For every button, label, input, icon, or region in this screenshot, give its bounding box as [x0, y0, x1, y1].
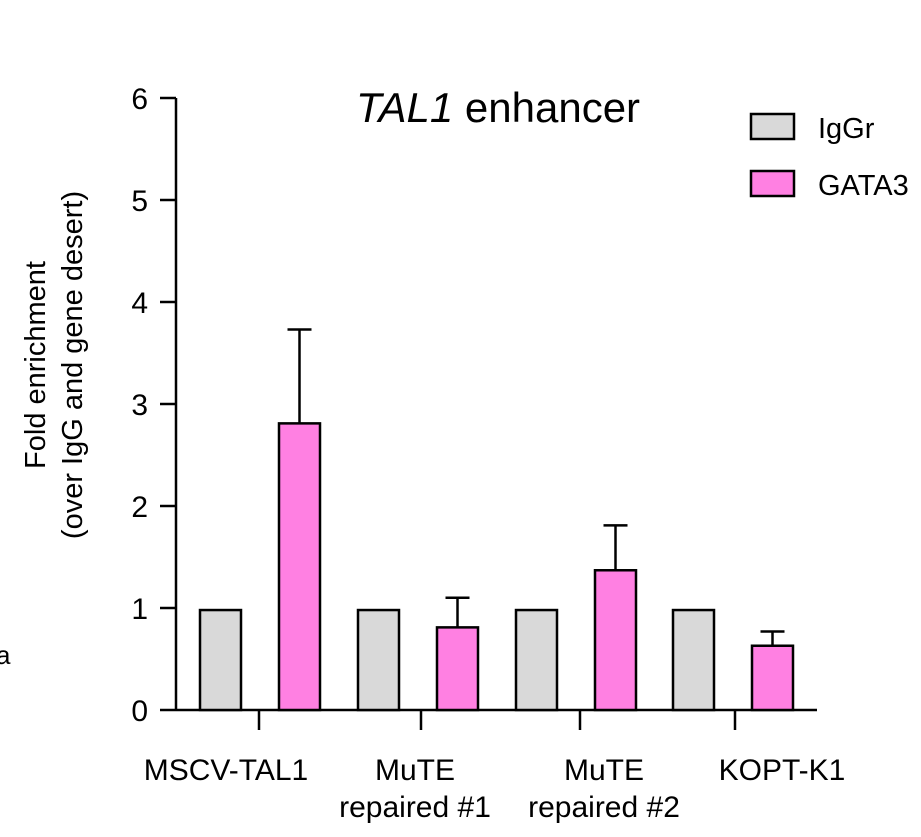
bar-iggr-2 [356, 608, 401, 712]
chart-title-italic: TAL1 [356, 84, 453, 131]
chart-title-rest: enhancer [453, 84, 640, 131]
bars [198, 422, 795, 712]
chart-title: TAL1 enhancer [356, 84, 640, 131]
legend-swatch-iggr [749, 112, 796, 141]
y-axis-label-line1: Fold enrichment [20, 261, 52, 469]
x-tick-label-line2: repaired #1 [339, 791, 491, 824]
bar-iggr-1 [198, 608, 243, 712]
x-tick-label: KOPT-K1 [719, 754, 846, 787]
x-axis: MSCV-TAL1 MuTE repaired #1 MuTE repaired #2 K… [144, 708, 846, 824]
legend-label-iggr: IgGr [818, 113, 875, 145]
x-tick-label: MuTE [564, 754, 644, 787]
y-axis-label-line2: (over IgG and gene desert) [57, 191, 89, 539]
legend: IgGr GATA3 [749, 112, 909, 202]
bar-gata3-1 [277, 422, 322, 712]
y-tick-label: 5 [131, 185, 148, 218]
x-tick-label: MuTE [375, 754, 455, 787]
bar-gata3-4 [750, 644, 795, 712]
legend-swatch-gata3 [749, 169, 796, 198]
y-tick-label: 2 [131, 491, 148, 524]
bar-iggr-4 [671, 608, 716, 712]
y-tick-label: 4 [131, 287, 148, 320]
stray-text-fragment: a [0, 640, 11, 670]
bar-iggr-3 [514, 608, 559, 712]
y-axis: 0 1 2 3 4 5 6 [131, 83, 178, 728]
legend-label-gata3: GATA3 [818, 170, 909, 202]
y-tick-label: 0 [131, 695, 148, 728]
bar-gata3-3 [593, 569, 638, 712]
y-tick-label: 6 [131, 83, 148, 116]
y-tick-label: 1 [131, 593, 148, 626]
bar-gata3-2 [435, 626, 480, 712]
x-tick-label: MSCV-TAL1 [144, 754, 309, 787]
error-bars [287, 328, 785, 646]
y-tick-label: 3 [131, 389, 148, 422]
x-tick-label-line2: repaired #2 [528, 791, 680, 824]
